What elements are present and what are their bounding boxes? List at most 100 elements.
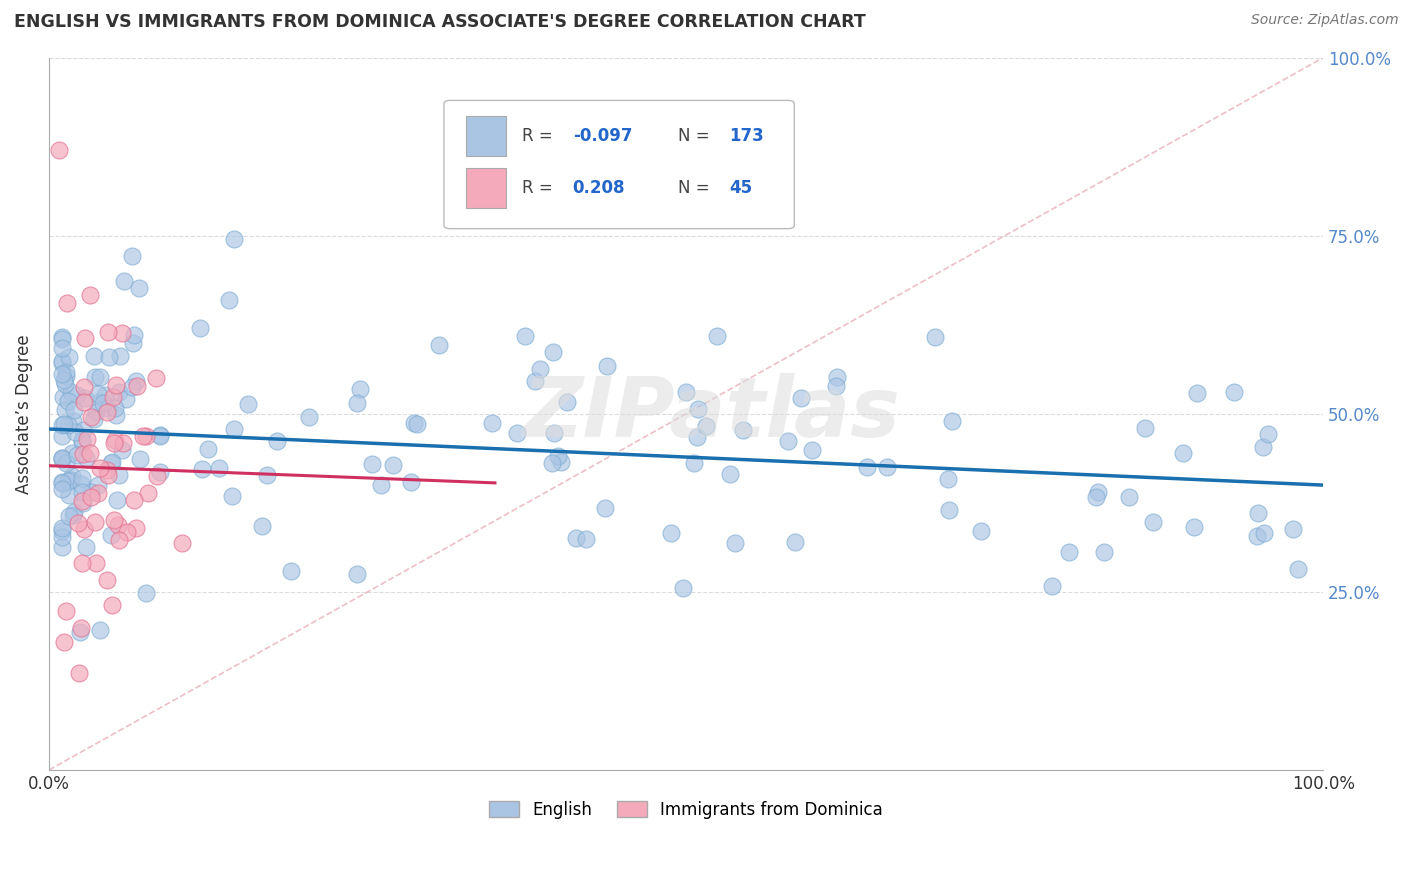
Point [128, 281, 150, 295]
Point [399, 475, 422, 490]
Point [524, 374, 547, 388]
Text: Source: ZipAtlas.com: Source: ZipAtlas.com [1251, 13, 1399, 28]
Point [105, 492, 128, 507]
Point [55, 456, 77, 470]
Point [60, 469, 83, 483]
Point [69, 621, 91, 635]
Point [115, 525, 138, 540]
Point [250, 519, 273, 533]
Y-axis label: Associate’s Degree: Associate’s Degree [15, 334, 32, 493]
Point [970, 524, 993, 538]
Point [94, 388, 117, 402]
Point [56, 418, 79, 433]
Point [112, 274, 135, 288]
Point [58, 394, 80, 409]
Point [104, 433, 127, 447]
Point [1282, 522, 1305, 536]
Point [1087, 484, 1109, 499]
Point [122, 493, 145, 508]
Point [672, 581, 695, 595]
Point [89, 461, 111, 475]
Point [381, 458, 404, 473]
Point [51, 524, 73, 538]
Point [80, 490, 103, 504]
Point [58, 488, 80, 502]
FancyBboxPatch shape [465, 117, 506, 155]
Point [76, 432, 98, 446]
Point [543, 426, 565, 441]
Point [122, 328, 145, 343]
Point [111, 443, 134, 458]
Point [55, 365, 77, 379]
Point [63, 425, 86, 439]
Point [80, 410, 103, 425]
Point [58, 350, 80, 364]
Point [110, 349, 132, 363]
Point [547, 449, 569, 463]
Point [936, 472, 959, 486]
Point [541, 345, 564, 359]
Point [346, 566, 368, 581]
Point [87, 485, 110, 500]
Point [89, 623, 111, 637]
Point [125, 375, 148, 389]
Point [89, 395, 111, 409]
Point [75, 331, 97, 345]
Point [1185, 385, 1208, 400]
Point [52, 390, 75, 404]
Point [72, 380, 94, 394]
Point [96, 405, 118, 419]
Point [346, 395, 368, 409]
Point [724, 536, 747, 550]
Point [1253, 525, 1275, 540]
Point [731, 423, 754, 437]
Point [145, 469, 167, 483]
Point [67, 665, 90, 680]
Point [70, 493, 93, 508]
Point [108, 384, 131, 399]
Point [1251, 441, 1274, 455]
Point [52, 373, 75, 387]
Point [170, 536, 193, 550]
Point [800, 443, 823, 458]
Point [58, 474, 80, 488]
Point [550, 455, 572, 469]
Point [1246, 529, 1268, 543]
Point [197, 442, 219, 456]
Point [221, 489, 243, 503]
Point [51, 367, 73, 381]
Point [52, 417, 75, 431]
Point [149, 429, 172, 443]
Point [79, 287, 101, 301]
Legend: English, Immigrants from Dominica: English, Immigrants from Dominica [482, 795, 890, 826]
Point [101, 455, 124, 469]
Point [103, 513, 125, 527]
Point [1092, 545, 1115, 559]
Point [222, 232, 245, 246]
Point [51, 475, 73, 490]
Point [93, 396, 115, 410]
Text: R =: R = [522, 127, 558, 145]
Point [73, 395, 96, 409]
Point [51, 451, 73, 466]
Point [266, 434, 288, 449]
Point [776, 434, 799, 449]
Text: R =: R = [522, 179, 558, 197]
Point [55, 604, 77, 618]
Text: 173: 173 [730, 127, 763, 145]
Text: 0.208: 0.208 [572, 179, 626, 197]
Point [60, 473, 83, 487]
Point [72, 423, 94, 437]
Point [98, 350, 121, 364]
Point [790, 391, 813, 405]
Point [593, 501, 616, 516]
Point [121, 249, 143, 263]
Point [55, 402, 77, 417]
Point [51, 483, 73, 497]
Point [51, 451, 73, 466]
Point [100, 528, 122, 542]
Point [60, 446, 83, 460]
Point [51, 530, 73, 544]
Text: ZIPatlas: ZIPatlas [523, 374, 900, 454]
Point [827, 370, 849, 384]
